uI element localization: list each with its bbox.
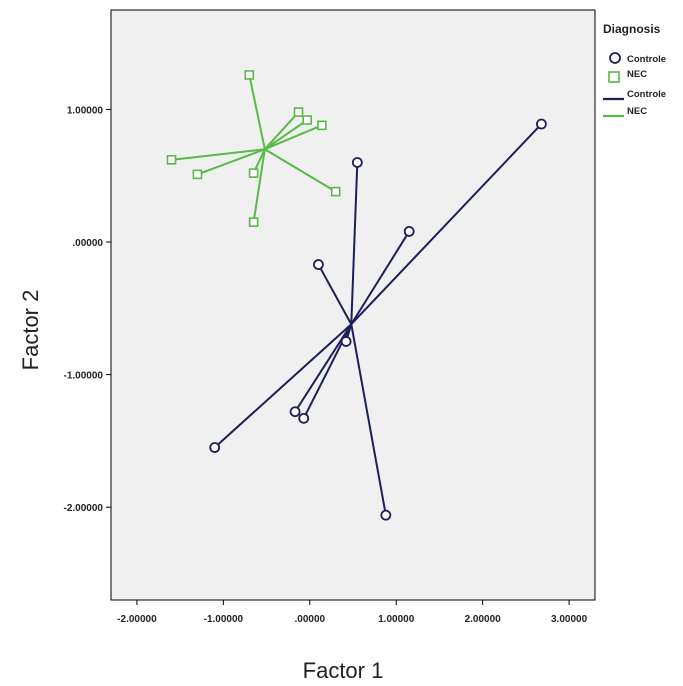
- legend-label-nec-line: NEC: [627, 106, 647, 117]
- point-controle: [536, 118, 547, 130]
- legend-label-controle-marker: Controle: [627, 54, 666, 65]
- point-controle: [209, 442, 221, 453]
- y-tick-label: -2.00000: [64, 503, 104, 514]
- centroid-line-nec: [252, 149, 266, 223]
- centroid-line-controle: [317, 264, 353, 325]
- point-nec: [166, 155, 177, 165]
- centroid-line-nec: [264, 119, 308, 151]
- y-tick-label: 1.00000: [67, 105, 104, 116]
- y-tick-label: .00000: [72, 238, 103, 249]
- legend-marker-controle: [609, 52, 621, 64]
- data-points: [166, 70, 547, 521]
- x-tick-label: 2.00000: [465, 614, 502, 625]
- centroid-line-controle: [350, 162, 359, 325]
- legend-label-controle-line: Controle: [627, 89, 666, 100]
- y-axis-title: Factor 2: [18, 290, 43, 371]
- legend-title: Diagnosis: [603, 22, 661, 36]
- centroid-line-controle: [214, 323, 352, 449]
- point-nec: [248, 217, 259, 227]
- point-controle: [289, 406, 301, 418]
- x-tick-label: 3.00000: [551, 614, 588, 625]
- y-axis: 1.00000 .00000 -1.00000 -2.00000: [64, 105, 111, 514]
- legend-label-nec-marker: NEC: [627, 69, 647, 80]
- point-controle: [351, 157, 363, 168]
- centroid-line-nec: [171, 148, 265, 161]
- point-controle: [313, 259, 324, 270]
- x-tick-label: .00000: [294, 614, 325, 625]
- legend-marker-nec: [608, 71, 620, 83]
- x-axis-title: Factor 1: [303, 658, 384, 683]
- point-nec: [293, 107, 304, 117]
- point-nec: [248, 168, 259, 178]
- centroid-line-controle: [350, 324, 387, 516]
- x-tick-label: -1.00000: [204, 614, 244, 625]
- x-tick-label: -2.00000: [117, 614, 157, 625]
- point-nec: [330, 186, 341, 197]
- point-nec: [244, 70, 255, 80]
- point-controle: [380, 509, 392, 521]
- legend: Diagnosis Controle NEC Controle NEC: [603, 22, 666, 118]
- centroid-line-nec: [264, 111, 300, 150]
- point-controle: [403, 226, 415, 237]
- y-tick-label: -1.00000: [64, 371, 104, 382]
- point-controle: [298, 412, 310, 424]
- centroid-lines: [171, 74, 543, 516]
- centroid-line-nec: [197, 148, 266, 176]
- centroid-line-nec: [264, 124, 323, 151]
- x-axis: -2.00000 -1.00000 .00000 1.00000 2.00000 3.00…: [117, 600, 588, 625]
- centroid-line-nec: [264, 148, 337, 193]
- x-tick-label: 1.00000: [378, 614, 415, 625]
- point-nec: [302, 115, 312, 125]
- plot-background: [110, 9, 596, 601]
- centroid-line-controle: [350, 230, 411, 325]
- point-nec: [192, 169, 203, 180]
- point-nec: [317, 120, 327, 131]
- centroid-line-nec: [248, 74, 266, 150]
- point-controle: [340, 336, 352, 347]
- centroid-line-controle: [350, 123, 543, 325]
